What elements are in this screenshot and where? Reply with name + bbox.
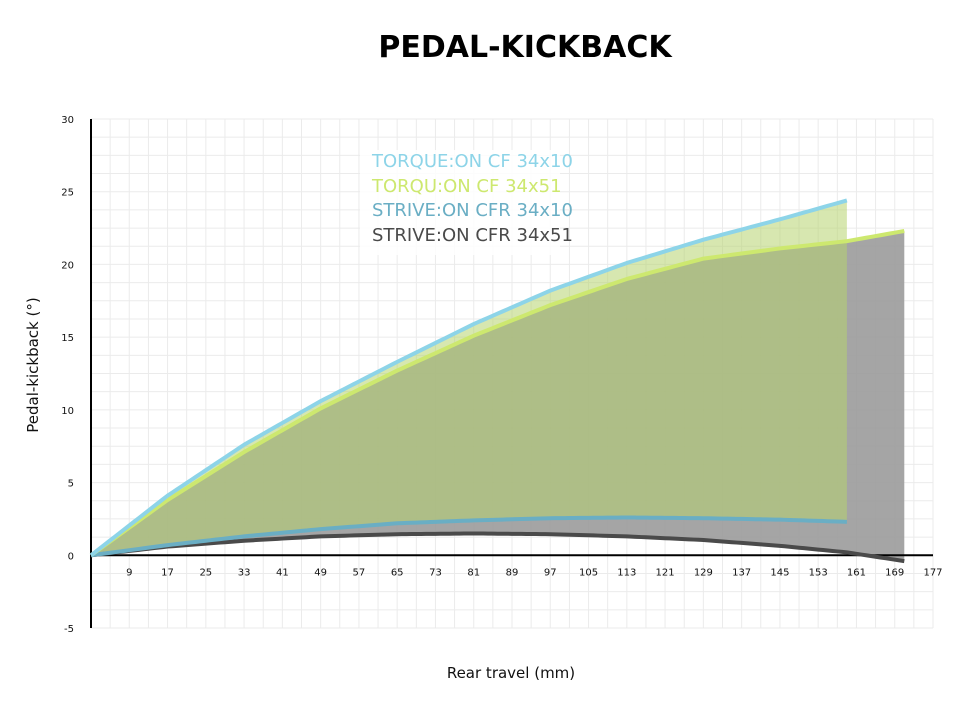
legend-entry-torque-34x10: TORQUE:ON CF 34x10 <box>372 151 573 172</box>
x-tick-label: 49 <box>314 567 327 578</box>
x-tick-label: 137 <box>732 567 751 578</box>
x-tick-label: 57 <box>353 567 366 578</box>
chart-title: PEDAL-KICKBACK <box>378 30 672 65</box>
x-tick-label: 89 <box>506 567 519 578</box>
y-tick-label: 30 <box>61 115 74 126</box>
x-tick-label: 121 <box>656 567 675 578</box>
x-tick-label: 177 <box>923 567 942 578</box>
x-tick-label: 105 <box>579 567 598 578</box>
area-torque-34x10 <box>91 200 847 556</box>
x-tick-label: 25 <box>199 567 212 578</box>
line-torqu-34x51 <box>89 229 905 557</box>
x-tick-label: 17 <box>161 567 174 578</box>
y-tick-label: -5 <box>64 624 74 635</box>
x-tick-label: 73 <box>429 567 442 578</box>
legend: TORQUE:ON CF 34x10 TORQU:ON CF 34x51 STR… <box>360 150 573 255</box>
x-tick-label: 9 <box>126 567 132 578</box>
y-tick-label: 10 <box>61 406 74 417</box>
x-tick-label: 161 <box>847 567 866 578</box>
y-axis-label: Pedal-kickback (°) <box>24 297 42 433</box>
y-tick-label: 15 <box>61 333 74 344</box>
legend-entry-torqu-34x51: TORQU:ON CF 34x51 <box>372 175 562 197</box>
y-tick-label: 5 <box>68 479 74 490</box>
line-strive-34x51 <box>90 531 905 564</box>
y-tick-label: 0 <box>68 551 74 562</box>
x-tick-label: 129 <box>694 567 713 578</box>
x-tick-label: 65 <box>391 567 404 578</box>
x-tick-label: 153 <box>809 567 828 578</box>
legend-entry-strive-34x51: STRIVE:ON CFR 34x51 <box>372 224 573 246</box>
line-strive-34x10 <box>90 515 847 558</box>
x-tick-label: 97 <box>544 567 557 578</box>
line-torque-34x10 <box>89 198 848 557</box>
x-axis-label: Rear travel (mm) <box>446 664 576 682</box>
x-tick-label: 113 <box>617 567 636 578</box>
y-tick-label: 20 <box>61 260 74 271</box>
x-tick-label: 145 <box>770 567 789 578</box>
x-tick-label: 169 <box>885 567 904 578</box>
x-tick-label: 41 <box>276 567 289 578</box>
y-tick-label: 25 <box>61 188 74 199</box>
x-tick-label: 81 <box>467 567 480 578</box>
legend-entry-strive-34x10: STRIVE:ON CFR 34x10 <box>372 200 573 221</box>
x-tick-label: 33 <box>238 567 251 578</box>
